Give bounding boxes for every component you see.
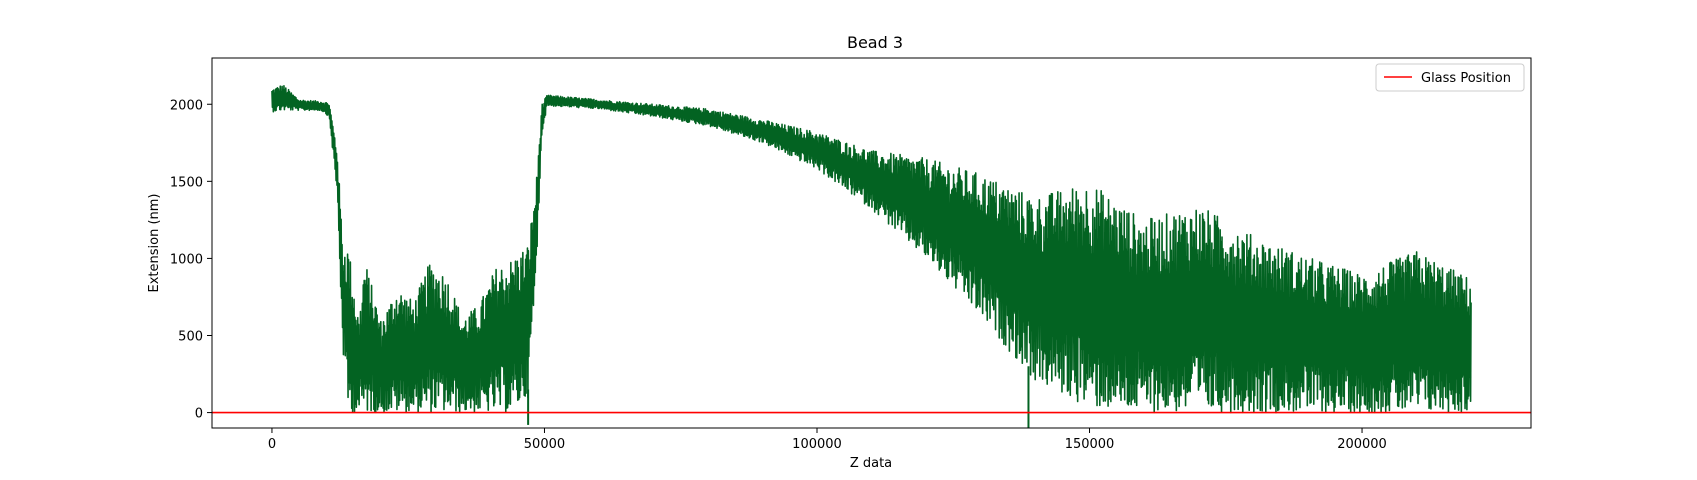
x-tick-label: 50000 [524, 437, 565, 452]
x-tick-label: 100000 [792, 437, 842, 452]
x-tick-label: 200000 [1337, 437, 1387, 452]
y-tick-label: 500 [178, 330, 203, 345]
y-axis-title: Extension (nm) [147, 194, 162, 293]
legend-label-glass-position: Glass Position [1421, 71, 1511, 86]
plot-frame [211, 57, 1532, 429]
series-line [271, 84, 1472, 414]
x-axis: 0 50000 100000 150000 200000 [268, 428, 1387, 452]
y-tick-label: 1500 [170, 175, 203, 190]
x-tick-label: 0 [268, 437, 276, 452]
legend: Glass Position [1375, 63, 1525, 92]
x-axis-title: Z data [850, 456, 892, 471]
y-tick-label: 0 [195, 407, 203, 422]
legend-box [1375, 63, 1525, 92]
chart-title: Bead 3 [847, 33, 903, 52]
y-tick-label: 1000 [170, 252, 203, 267]
y-axis: 0 500 1000 1500 2000 [170, 98, 212, 422]
series-layer [271, 84, 1472, 428]
plot-area [212, 84, 1531, 428]
x-tick-label: 150000 [1065, 437, 1115, 452]
y-tick-label: 2000 [170, 98, 203, 113]
